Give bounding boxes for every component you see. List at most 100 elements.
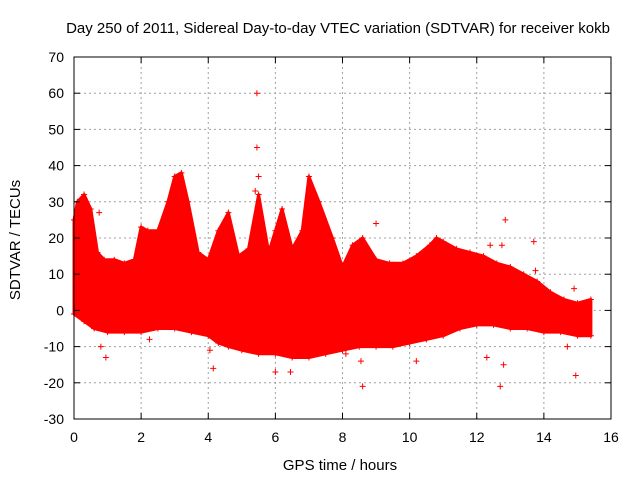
lower-envelope-point (322, 350, 329, 357)
lower-envelope-point (188, 329, 195, 336)
y-tick-label: 0 (56, 302, 64, 318)
axis-ticks (73, 56, 612, 420)
outlier-point (530, 238, 537, 245)
upper-envelope-point (305, 173, 312, 180)
upper-envelope-point (178, 169, 185, 176)
lower-envelope-point (171, 325, 178, 332)
y-tick-label: 20 (48, 230, 64, 246)
x-tick-label: 16 (603, 429, 619, 445)
plot-area (71, 90, 594, 390)
lower-envelope-point (406, 339, 413, 346)
upper-envelope-point (561, 296, 568, 303)
y-tick-label: 10 (48, 266, 64, 282)
y-tick-label: -30 (44, 411, 64, 427)
lower-envelope-point (225, 343, 232, 350)
lower-envelope-point (440, 332, 447, 339)
lower-envelope-point (507, 325, 514, 332)
outlier-point (210, 365, 217, 372)
upper-envelope-point (399, 260, 406, 267)
tick-labels: 0 2 4 6 8 10 12 14 16 -30 -20 -10 0 10 20 30 40 50 60 70 (44, 49, 619, 445)
lower-envelope-point (121, 329, 128, 336)
upper-envelope-point (87, 206, 94, 213)
outlier-point (487, 242, 494, 249)
outlier-point (252, 187, 259, 194)
upper-envelope-point (164, 198, 171, 205)
outlier-point (373, 220, 380, 227)
outlier-point (572, 372, 579, 379)
lower-envelope-point (104, 329, 111, 336)
outlier-point (500, 361, 507, 368)
upper-envelope-point (265, 249, 272, 256)
upper-envelope-point (171, 173, 178, 180)
upper-envelope-point (205, 256, 212, 263)
lower-envelope-point (574, 332, 581, 339)
upper-envelope-point (316, 198, 323, 205)
lower-envelope-point (138, 329, 145, 336)
upper-envelope-point (279, 206, 286, 213)
outlier-point (102, 354, 109, 361)
lower-envelope-point (473, 321, 480, 328)
lower-envelope-point (490, 321, 497, 328)
lower-envelope-point (305, 354, 312, 361)
upper-envelope-point (329, 235, 336, 241)
upper-envelope-point (453, 245, 460, 252)
lower-envelope-point (524, 325, 531, 332)
lower-envelope-point (91, 325, 98, 332)
x-tick-label: 2 (137, 429, 145, 445)
outlier-point (253, 90, 260, 97)
outlier-point (571, 285, 578, 292)
outlier-point (483, 354, 490, 361)
upper-envelope-point (547, 289, 554, 296)
outlier-point (146, 336, 153, 343)
upper-envelope-point (195, 249, 202, 256)
upper-envelope-point (349, 242, 356, 249)
y-tick-label: 50 (48, 121, 64, 137)
y-axis-label: SDTVAR / TECUs (7, 180, 24, 300)
outlier-point (272, 368, 279, 375)
upper-envelope-point (359, 235, 366, 241)
outlier-point (253, 144, 260, 151)
upper-envelope-point (154, 227, 161, 234)
upper-envelope-point (245, 245, 252, 252)
x-tick-label: 14 (536, 429, 552, 445)
x-tick-label: 10 (402, 429, 418, 445)
upper-envelope-point (426, 242, 433, 249)
x-axis-label: GPS time / hours (283, 457, 397, 474)
outlier-point (413, 358, 420, 365)
upper-envelope-point (534, 278, 541, 285)
lower-envelope-point (238, 347, 245, 354)
upper-envelope-point (101, 256, 108, 263)
outlier-point (564, 343, 571, 350)
upper-envelope-point (480, 253, 487, 260)
upper-envelope-point (235, 253, 242, 260)
upper-envelope-point (121, 260, 128, 267)
upper-envelope-point (215, 227, 222, 234)
dense-data-band (72, 171, 593, 359)
upper-envelope-point (138, 224, 145, 231)
outlier-point (502, 216, 509, 223)
lower-envelope-point (389, 343, 396, 350)
upper-envelope-point (413, 253, 420, 260)
upper-envelope-point (467, 249, 474, 256)
y-tick-label: 40 (48, 158, 64, 174)
outlier-point (497, 383, 504, 390)
outlier-point (342, 350, 349, 357)
y-tick-label: 70 (48, 49, 64, 65)
outlier-point (97, 343, 104, 350)
outlier-point (359, 383, 366, 390)
upper-envelope-point (574, 300, 581, 307)
y-tick-label: 30 (48, 194, 64, 210)
lower-envelope-point (205, 332, 212, 339)
lower-envelope-point (373, 343, 380, 350)
lower-envelope-point (456, 325, 463, 332)
upper-envelope-point (81, 191, 88, 198)
upper-envelope-point (386, 260, 393, 267)
lower-envelope-point (423, 336, 430, 343)
lower-envelope-point (154, 325, 161, 332)
x-tick-label: 0 (70, 429, 78, 445)
lower-envelope-point (587, 332, 594, 339)
upper-envelope-point (225, 209, 232, 216)
outlier-point (289, 350, 296, 357)
outlier-point (498, 242, 505, 249)
upper-envelope-point (440, 238, 447, 245)
